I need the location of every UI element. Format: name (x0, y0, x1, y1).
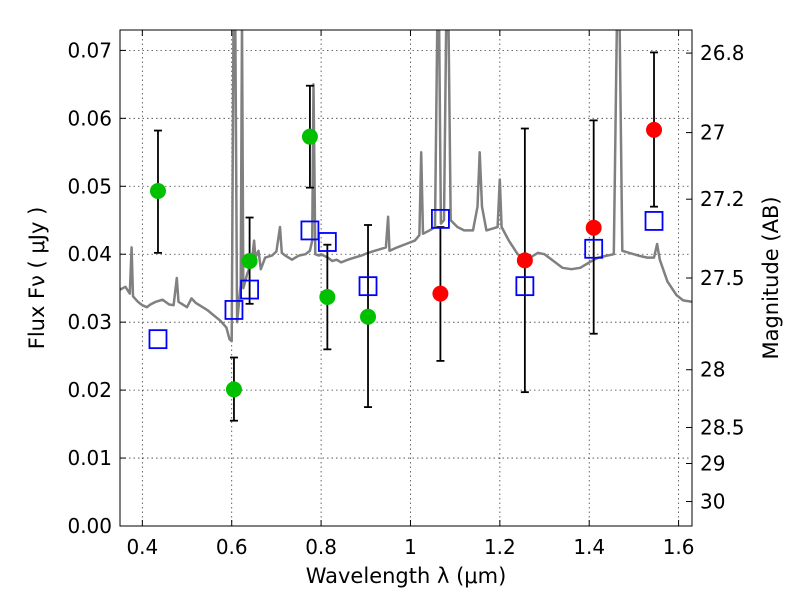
model-flux-square (515, 276, 535, 297)
magnitude-tick-label: 28 (700, 358, 725, 382)
model-flux-square (431, 208, 450, 229)
model-flux-square (148, 329, 168, 350)
y-tick-label: 0.00 (67, 514, 112, 538)
green-data-point (319, 289, 336, 306)
axis-ticks: 0.4 0.6 0.8 1 1.2 1.4 1.6 0.00 0.01 0.02 0.03 0.04 0… (67, 30, 745, 559)
magnitude-tick-label: 27.5 (700, 266, 745, 290)
model-flux-square (300, 220, 320, 241)
red-data-point (585, 219, 602, 236)
x-axis-label: Wavelength λ (μm) (306, 564, 507, 588)
model-spectrum-layer (120, 30, 692, 343)
model-flux-square (240, 279, 259, 300)
magnitude-tick-label: 27.2 (700, 187, 745, 211)
green-data-point (225, 381, 242, 398)
y-tick-label: 0.07 (67, 38, 112, 62)
model-flux-square (317, 232, 337, 252)
y-axis-right-label: Magnitude (AB) (759, 196, 783, 359)
y-axis-label: Flux Fν ( μJy ) (25, 207, 49, 350)
red-data-point (432, 285, 449, 302)
x-tick-label: 0.6 (216, 535, 248, 559)
x-tick-label: 0.4 (126, 535, 158, 559)
x-tick-label: 1 (404, 535, 417, 559)
y-tick-label: 0.05 (67, 174, 112, 198)
x-tick-label: 1.6 (663, 535, 695, 559)
model-spectrum-line (120, 30, 692, 343)
data-points (148, 121, 664, 398)
model-flux-square (224, 300, 244, 320)
green-data-point (149, 183, 166, 200)
red-data-point (516, 252, 533, 269)
magnitude-tick-label: 28.5 (700, 415, 745, 439)
x-tick-label: 0.8 (305, 535, 337, 559)
y-tick-label: 0.01 (67, 446, 112, 470)
y-tick-label: 0.02 (67, 378, 112, 402)
red-data-point (646, 121, 663, 138)
magnitude-tick-label: 30 (700, 490, 725, 514)
green-data-point (360, 308, 377, 325)
green-data-point (301, 128, 318, 145)
x-tick-label: 1.2 (484, 535, 516, 559)
x-tick-label: 1.4 (573, 535, 605, 559)
model-flux-square (644, 211, 664, 231)
magnitude-tick-label: 26.8 (700, 41, 745, 65)
green-data-point (241, 253, 258, 270)
model-flux-square (358, 276, 378, 297)
model-flux-square (584, 238, 604, 259)
y-tick-label: 0.06 (67, 106, 112, 130)
magnitude-tick-label: 29 (700, 451, 725, 475)
magnitude-tick-label: 27 (700, 121, 725, 145)
y-tick-label: 0.04 (67, 242, 112, 266)
y-tick-label: 0.03 (67, 310, 112, 334)
